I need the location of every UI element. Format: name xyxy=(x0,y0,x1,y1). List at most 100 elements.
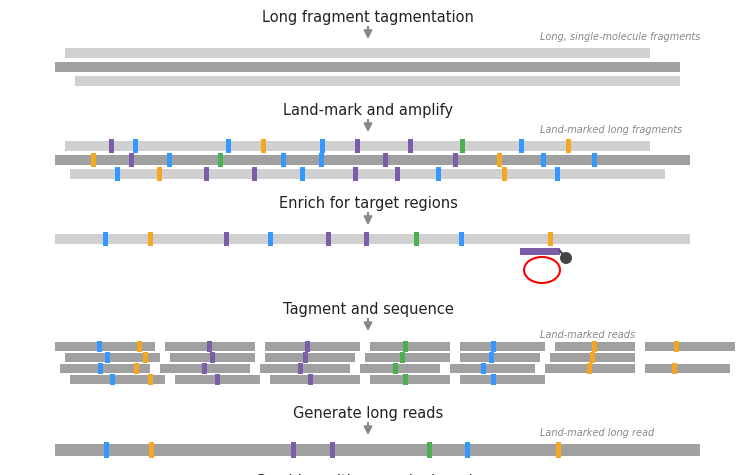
Text: Long, single-molecule fragments: Long, single-molecule fragments xyxy=(540,32,701,42)
Bar xyxy=(459,232,464,246)
Bar xyxy=(427,442,431,458)
Bar xyxy=(261,139,266,153)
Bar xyxy=(556,167,560,181)
Bar xyxy=(465,442,470,458)
Bar xyxy=(403,341,408,352)
Bar xyxy=(175,375,260,384)
Bar xyxy=(364,232,369,246)
Bar xyxy=(65,48,650,58)
Text: Land-mark and amplify: Land-mark and amplify xyxy=(283,103,453,118)
Bar xyxy=(132,139,138,153)
Bar xyxy=(202,363,207,374)
Bar xyxy=(55,342,155,351)
Bar xyxy=(297,363,302,374)
Bar xyxy=(556,442,561,458)
Bar xyxy=(110,139,114,153)
Bar xyxy=(460,139,465,153)
Bar xyxy=(545,364,635,373)
Bar xyxy=(170,353,255,362)
Bar xyxy=(592,341,597,352)
Text: Long fragment tagmentation: Long fragment tagmentation xyxy=(262,10,474,25)
Bar xyxy=(55,444,700,456)
Bar xyxy=(308,374,313,385)
Bar xyxy=(265,353,355,362)
Bar xyxy=(60,364,150,373)
Bar xyxy=(207,341,212,352)
Bar xyxy=(149,442,155,458)
Bar xyxy=(370,342,450,351)
Bar xyxy=(672,363,676,374)
Bar xyxy=(355,139,360,153)
Bar xyxy=(55,234,690,244)
Bar xyxy=(320,139,325,153)
Bar xyxy=(491,374,496,385)
Bar xyxy=(157,167,162,181)
Bar xyxy=(365,353,450,362)
Bar xyxy=(91,153,96,167)
Bar xyxy=(497,153,502,167)
Bar xyxy=(502,167,507,181)
Bar xyxy=(270,375,360,384)
Bar xyxy=(453,153,458,167)
Bar xyxy=(205,167,209,181)
Bar xyxy=(75,76,680,86)
Bar xyxy=(550,353,635,362)
Bar xyxy=(319,153,324,167)
Bar xyxy=(325,232,330,246)
Bar xyxy=(645,364,730,373)
Text: Combine with unmarked reads: Combine with unmarked reads xyxy=(255,474,481,475)
Bar xyxy=(489,352,494,363)
Bar xyxy=(587,363,592,374)
Bar xyxy=(383,153,388,167)
Bar xyxy=(110,374,115,385)
Bar xyxy=(460,342,545,351)
Bar xyxy=(137,341,142,352)
Bar xyxy=(105,352,110,363)
Bar xyxy=(104,442,109,458)
Bar xyxy=(592,153,597,167)
Bar xyxy=(590,352,595,363)
Bar xyxy=(103,232,108,246)
Bar xyxy=(160,364,250,373)
Bar xyxy=(645,342,735,351)
Bar xyxy=(65,141,650,151)
Bar xyxy=(400,352,406,363)
Text: Generate long reads: Generate long reads xyxy=(293,406,443,421)
Bar xyxy=(481,363,486,374)
Bar xyxy=(97,363,102,374)
Bar xyxy=(450,364,535,373)
Bar xyxy=(302,352,308,363)
Bar xyxy=(548,232,553,246)
Bar xyxy=(330,442,335,458)
Bar xyxy=(148,232,153,246)
Bar xyxy=(133,363,138,374)
Bar xyxy=(291,442,296,458)
Bar xyxy=(519,139,524,153)
Bar xyxy=(520,248,560,255)
Bar xyxy=(414,232,420,246)
Bar xyxy=(226,139,231,153)
Text: Land-marked reads: Land-marked reads xyxy=(540,330,635,340)
Bar xyxy=(353,167,358,181)
Bar xyxy=(673,341,679,352)
Bar xyxy=(300,167,305,181)
Text: Tagment and sequence: Tagment and sequence xyxy=(283,302,453,317)
Bar xyxy=(224,232,229,246)
Bar xyxy=(252,167,257,181)
Text: Land-marked long read: Land-marked long read xyxy=(540,428,654,438)
Bar xyxy=(265,342,360,351)
Text: Enrich for target regions: Enrich for target regions xyxy=(278,196,458,211)
Bar xyxy=(394,167,400,181)
Bar xyxy=(165,342,255,351)
Bar xyxy=(460,353,540,362)
Bar xyxy=(281,153,286,167)
Bar xyxy=(70,169,665,179)
Bar xyxy=(115,167,120,181)
Bar xyxy=(403,374,408,385)
Bar xyxy=(393,363,398,374)
Bar xyxy=(491,341,496,352)
Bar xyxy=(460,375,545,384)
Bar xyxy=(565,139,570,153)
Bar xyxy=(370,375,450,384)
Bar xyxy=(97,341,102,352)
